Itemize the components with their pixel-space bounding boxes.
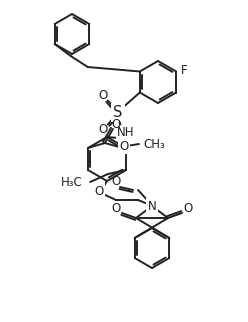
Text: O: O [111,118,121,130]
Text: O: O [183,203,193,215]
Text: O: O [98,123,107,136]
Text: O: O [98,89,107,102]
Text: O: O [94,185,104,197]
Text: O: O [119,139,128,153]
Text: N: N [148,200,156,213]
Text: NH: NH [117,126,135,139]
Text: O: O [111,203,121,215]
Text: F: F [181,64,187,77]
Text: S: S [113,105,123,120]
Text: CH₃: CH₃ [143,137,165,150]
Text: O: O [111,175,121,187]
Text: H₃C: H₃C [61,175,83,188]
